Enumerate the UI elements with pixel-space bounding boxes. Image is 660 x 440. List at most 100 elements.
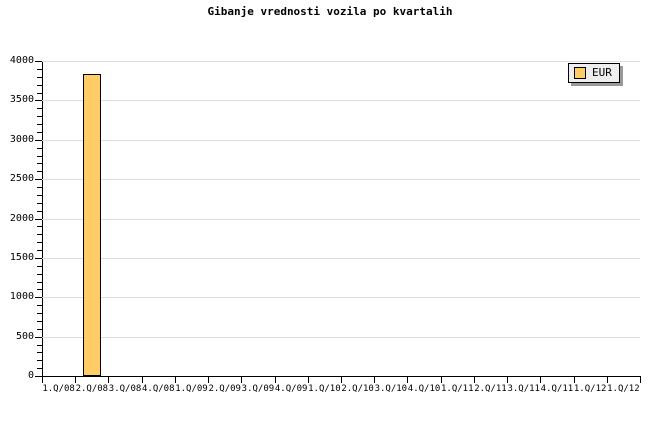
x-axis-tick [441,377,442,383]
x-axis-line [42,376,641,377]
gridline [42,336,640,338]
y-axis-tick-minor [37,84,42,86]
x-axis-tick [374,377,375,383]
y-axis-tick-minor [37,116,42,118]
x-axis-tick [540,377,541,383]
x-axis-label: 3.Q/08 [108,384,142,394]
x-axis-label: 4.Q/08 [142,384,175,394]
y-axis-tick-minor [37,108,42,110]
y-axis-tick-minor [37,344,42,346]
y-axis-tick-minor [37,68,42,70]
y-axis-tick-minor [37,265,42,267]
x-axis-label: 2.Q/08 [75,384,109,394]
y-axis-tick-minor [37,360,42,362]
chart-title: Gibanje vrednosti vozila po kvartalih [207,5,453,18]
x-axis-tick [607,377,608,383]
y-axis-tick-minor [37,92,42,94]
x-axis-label: 3.Q/09 [241,384,275,394]
y-axis-tick-minor [37,273,42,275]
y-axis-tick-minor [37,328,42,330]
y-axis-tick-minor [37,250,42,251]
gridline [42,139,640,141]
gridline [42,179,640,181]
y-axis-label: 4000 [9,55,34,66]
y-axis-tick-major [35,376,42,377]
y-axis-tick-major [35,218,42,220]
y-axis-label: 3500 [9,94,34,106]
x-axis-label: 1.Q/12 [607,384,640,394]
y-axis-label: 1500 [9,251,34,263]
legend-swatch [574,67,586,79]
plot-area [42,61,640,376]
y-axis-tick-minor [37,187,42,188]
y-axis-tick-minor [37,147,42,149]
y-axis-tick-minor [37,305,42,307]
x-axis-label: 2.Q/10 [341,384,374,394]
gridline [42,257,640,259]
y-axis-label: 1000 [9,291,34,303]
y-axis-tick-minor [37,131,42,133]
x-axis-tick [142,377,143,383]
y-axis-tick-major [35,297,42,299]
gridline [42,100,640,102]
y-axis-tick-minor [37,163,42,165]
y-axis-tick-major [35,257,42,259]
x-axis-tick [275,377,276,383]
bar[interactable] [83,73,101,376]
x-axis-tick [640,377,641,383]
y-axis-label: 0 [27,370,34,381]
y-axis-label: 3000 [9,133,34,145]
y-axis-label: 2000 [9,212,34,224]
y-axis-tick-minor [37,281,42,283]
gridline [42,61,640,62]
y-axis-labels: 0 500 1000 1500 2000 2500 3000 3500 4000 [0,0,34,440]
y-axis-tick-major [35,179,42,181]
x-axis-label: 1.Q/12 [573,384,607,394]
x-axis-label: 2.Q/09 [208,384,241,394]
y-axis-tick-minor [37,202,42,204]
y-axis-tick-minor [37,194,42,196]
x-axis-tick [474,377,475,383]
y-axis-tick-minor [37,226,42,228]
x-axis-label: 1.Q/11 [441,384,474,394]
x-axis-tick [208,377,209,383]
x-axis-label: 3.Q/10 [374,384,408,394]
x-axis-tick [407,377,408,383]
x-axis-tick [507,377,508,383]
y-axis-tick-minor [37,76,42,78]
y-axis-tick-major [35,100,42,102]
x-axis-tick [175,377,176,383]
x-axis-tick [108,377,109,383]
y-axis-label: 2500 [9,173,34,185]
y-axis-tick-minor [37,210,42,212]
gridline [42,297,640,299]
y-axis-tick-minor [37,320,42,322]
y-axis-tick-minor [37,289,42,291]
y-axis-tick-minor [37,171,42,173]
gridline [42,218,640,220]
x-axis-tick [308,377,309,383]
x-axis-label: 4.Q/10 [407,384,441,394]
x-axis-tick [42,377,43,383]
x-axis-label: 2.Q/11 [474,384,507,394]
x-axis-label: 1.Q/08 [42,384,75,394]
x-axis-label: 1.Q/10 [308,384,341,394]
x-axis-label: 3.Q/11 [507,384,540,394]
legend[interactable]: EUR [568,63,620,83]
y-axis-label: 500 [15,330,34,342]
y-axis-tick-major [35,336,42,338]
y-axis-tick-minor [37,313,42,314]
legend-label: EUR [592,66,612,79]
x-axis-label: 4.Q/11 [540,384,574,394]
x-axis-tick [75,377,76,383]
x-axis-label: 4.Q/09 [274,384,308,394]
y-axis-tick-major [35,61,42,62]
y-axis-tick-minor [37,368,42,370]
y-axis-tick-minor [37,234,42,236]
gridlines [42,61,640,376]
y-axis-tick-minor [37,242,42,244]
x-axis-tick [241,377,242,383]
x-axis-tick [341,377,342,383]
x-axis-tick [574,377,575,383]
